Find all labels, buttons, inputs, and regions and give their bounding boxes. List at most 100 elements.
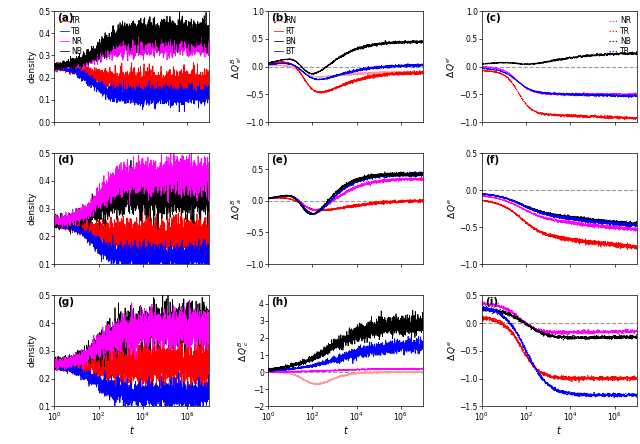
RN [387,70,394,75]
Line: TB: TB [482,68,637,98]
NB [122,27,129,32]
TR [629,117,637,123]
NB [478,62,486,67]
NB [633,51,640,56]
NR [486,64,493,70]
TR [201,91,209,96]
Text: (a): (a) [58,13,74,24]
TR [549,112,557,117]
RT [279,59,287,64]
TB [479,66,487,71]
TR [486,69,493,74]
Y-axis label: density: density [28,192,36,226]
Text: (b): (b) [271,13,288,24]
RN [340,72,348,77]
BN [387,40,394,46]
Y-axis label: $\Delta\,Q^{e}$: $\Delta\,Q^{e}$ [446,198,458,219]
TB [205,83,213,89]
NR [590,93,598,99]
NB [51,63,58,68]
NR [120,24,127,30]
TB [600,93,608,98]
NR [58,61,66,67]
BT [419,62,427,67]
Line: TR: TR [54,62,209,103]
NB [176,9,184,15]
RT [419,70,427,75]
Line: NR: NR [482,67,637,96]
TR [633,116,640,121]
NB [628,50,636,56]
TB [628,93,636,99]
RT [264,61,272,66]
TR [628,115,636,120]
Line: NB: NB [54,12,209,71]
NR [126,38,134,44]
NB [549,57,557,63]
TR [58,63,66,68]
BT [315,78,323,83]
TB [58,66,66,71]
BN [340,53,348,58]
Line: RN: RN [268,65,423,77]
Text: (h): (h) [271,297,288,308]
Y-axis label: $\Delta\,Q^{e^{\prime}}$: $\Delta\,Q^{e^{\prime}}$ [444,55,458,78]
Y-axis label: $\Delta\,Q^{B}_{\ a}$: $\Delta\,Q^{B}_{\ a}$ [229,198,244,220]
NR [52,68,60,73]
Y-axis label: density: density [28,50,36,83]
BT [415,63,422,68]
RN [335,73,343,78]
Text: (f): (f) [485,155,499,166]
RT [387,71,394,76]
NR [173,46,180,52]
NB [600,53,608,58]
Legend: RN, RT, BN, BT: RN, RT, BN, BT [272,15,298,57]
TB [201,91,209,96]
NR [205,40,213,45]
TB [625,95,632,100]
BT [335,72,343,77]
TB [201,99,209,104]
TB [633,93,640,98]
TR [198,100,206,105]
TR [478,67,486,73]
BN [419,39,427,44]
BT [387,63,394,68]
TB [55,63,63,68]
BT [340,71,348,77]
BT [279,60,287,66]
Line: NR: NR [54,27,209,71]
BN [335,55,343,60]
NR [600,92,608,97]
TB [173,99,180,104]
BN [417,37,425,43]
X-axis label: $t$: $t$ [556,424,563,436]
RN [272,63,280,68]
RT [335,84,343,89]
Text: (c): (c) [485,13,500,24]
TB [478,66,486,71]
NB [71,69,79,74]
NR [478,64,486,69]
RN [419,70,427,75]
TR [51,66,58,71]
TB [554,91,561,96]
Text: (d): (d) [58,155,74,166]
RT [415,70,422,75]
Line: TB: TB [54,65,209,112]
NB [523,62,531,67]
TB [486,67,493,72]
Legend: NR, TR, NB, TB: NR, TR, NB, TB [607,15,633,57]
TB [549,91,557,96]
BN [272,59,280,64]
TR [54,59,62,65]
NB [201,29,209,34]
BT [415,63,422,68]
NR [201,55,209,60]
NR [633,92,640,98]
NB [126,37,134,42]
NR [549,92,557,97]
TR [205,88,213,94]
NR [51,64,58,70]
Line: TR: TR [482,70,637,120]
